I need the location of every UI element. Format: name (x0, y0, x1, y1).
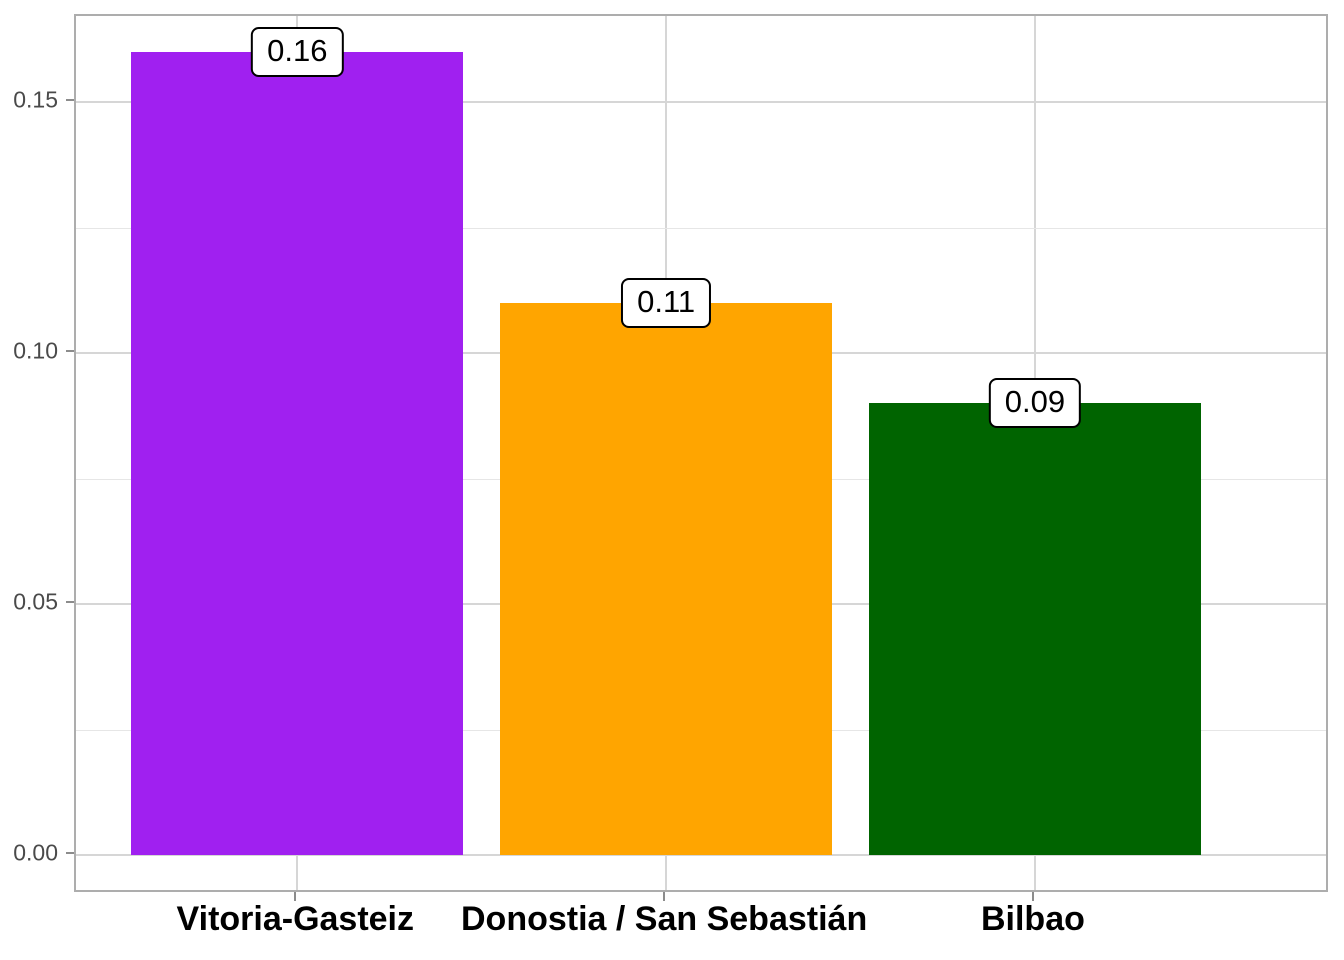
x-tick-mark (663, 892, 666, 901)
gridline-minor-y (76, 227, 1326, 229)
x-tick-mark (1031, 892, 1034, 901)
value-label-bilbao: 0.09 (988, 378, 1082, 429)
y-tick-label: 0.10 (13, 337, 58, 364)
y-tick-label: 0.05 (13, 588, 58, 615)
value-label-vitoria-gasteiz: 0.16 (251, 26, 344, 77)
bar-bilbao (868, 403, 1201, 855)
bar-vitoria-gasteiz (131, 51, 464, 855)
value-label-donostia-san-sebastian: 0.11 (621, 277, 712, 328)
gridline-major-y (76, 854, 1326, 856)
gridline-major-y (76, 101, 1326, 103)
x-tick-mark (294, 892, 297, 901)
x-axis-label-donostia-san-sebastian: Donostia / San Sebastián (461, 900, 868, 938)
y-tick-label: 0.15 (13, 86, 58, 113)
x-axis-label-bilbao: Bilbao (980, 900, 1085, 938)
y-tick-mark (66, 601, 74, 603)
y-tick-mark (66, 852, 74, 854)
bar-donostia-san-sebastian (500, 302, 833, 855)
y-tick-mark (66, 99, 74, 101)
y-tick-label: 0.00 (13, 839, 58, 866)
x-axis-label-vitoria-gasteiz: Vitoria-Gasteiz (176, 900, 415, 938)
y-tick-mark (66, 350, 74, 352)
plot-panel: 0.16 0.11 0.09 (74, 14, 1328, 892)
